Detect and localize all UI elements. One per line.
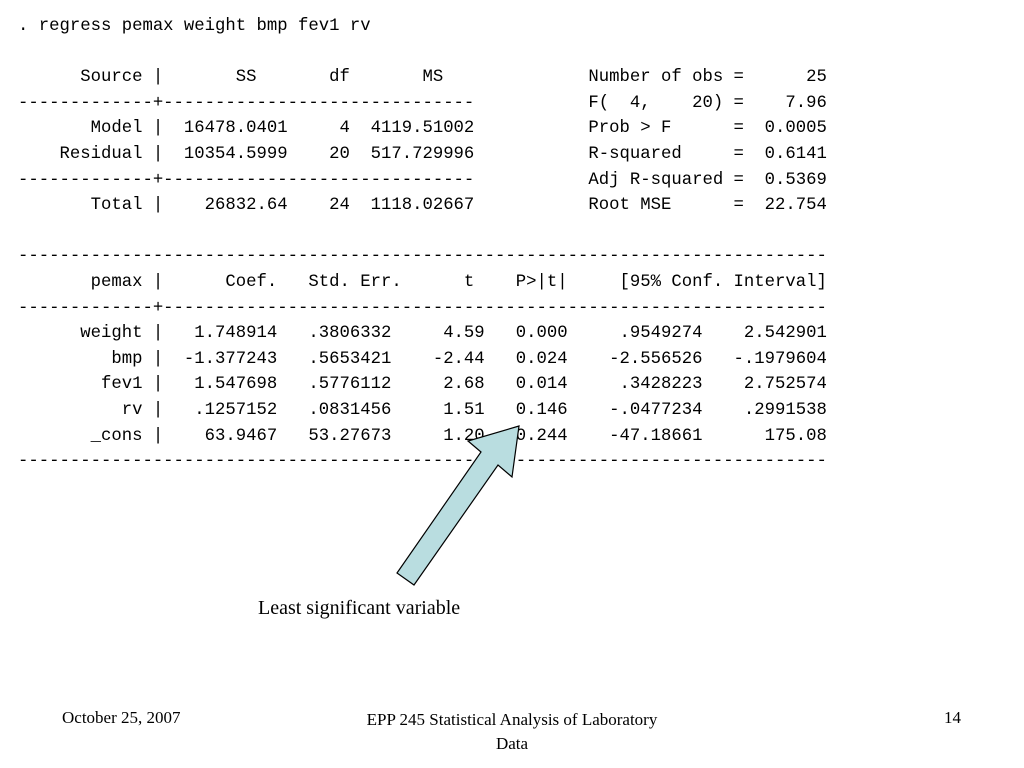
coef-row-rv: rv | .1257152 .0831456 1.51 0.146 -.0477… xyxy=(18,400,827,420)
command-line: . regress pemax weight bmp fev1 rv xyxy=(18,17,371,36)
page-number: 14 xyxy=(944,708,961,727)
coef-row-bmp: bmp | -1.377243 .5653421 -2.44 0.024 -2.… xyxy=(18,349,827,369)
coef-row-fev1: fev1 | 1.547698 .5776112 2.68 0.014 .342… xyxy=(18,375,827,395)
pointer-arrow xyxy=(396,425,520,586)
coef-row-cons: _cons | 63.9467 53.27673 1.20 0.244 -47.… xyxy=(18,426,827,446)
coef-table-header: pemax | Coef. Std. Err. t P>|t| [95% Con… xyxy=(18,272,827,292)
footer-date: October 25, 2007 xyxy=(62,708,181,727)
anova-separator: -------------+--------------------------… xyxy=(18,170,827,190)
anova-row-total: Total | 26832.64 24 1118.02667 Root MSE … xyxy=(18,196,827,216)
coef-row-weight: weight | 1.748914 .3806332 4.59 0.000 .9… xyxy=(18,324,827,344)
anova-row-residual: Residual | 10354.5999 20 517.729996 R-sq… xyxy=(18,144,827,164)
footer-title: EPP 245 Statistical Analysis of Laborato… xyxy=(366,710,658,753)
arrow-caption: Least significant variable xyxy=(258,597,461,619)
stata-output: . regress pemax weight bmp fev1 rv Sourc… xyxy=(18,14,827,475)
anova-separator: -------------+--------------------------… xyxy=(18,93,827,113)
coef-table-top-rule: ----------------------------------------… xyxy=(18,247,827,267)
coef-table-separator: -------------+--------------------------… xyxy=(18,298,827,318)
coef-table-bottom-rule: ----------------------------------------… xyxy=(18,452,827,472)
anova-header-row: Source | SS df MS Number of obs = 25 xyxy=(18,68,827,88)
anova-row-model: Model | 16478.0401 4 4119.51002 Prob > F… xyxy=(18,119,827,139)
